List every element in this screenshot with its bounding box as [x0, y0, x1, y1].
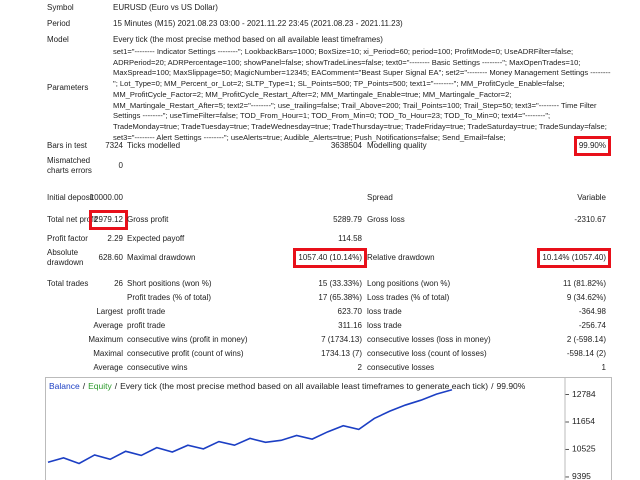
stat-label: Total trades	[47, 279, 89, 288]
stat-label: Spread	[367, 193, 393, 202]
field-label: Symbol	[47, 3, 74, 12]
stat-label: Expected payoff	[127, 234, 185, 243]
stat-label: Gross loss	[367, 215, 405, 224]
balance-chart: Balance / Equity / Every tick (the most prec…	[45, 377, 612, 480]
stat-value: 2.29	[107, 234, 123, 243]
stat-value: 1734.13 (7)	[321, 349, 362, 358]
separator: /	[83, 381, 86, 391]
stat-label: loss trade	[367, 307, 402, 316]
stat-value: 628.60	[98, 253, 123, 262]
stat-label: Short positions (won %)	[127, 279, 212, 288]
stat-value: 10000.00	[89, 193, 123, 202]
stat-label: Absolute drawdown	[47, 248, 84, 267]
stat-label: Average	[93, 363, 123, 372]
field-label: Model	[47, 35, 69, 44]
stat-label: consecutive loss (count of losses)	[367, 349, 487, 358]
highlight-box: 10.14% (1057.40)	[537, 248, 611, 268]
stat-value: 11 (81.82%)	[563, 279, 606, 288]
stat-label: consecutive losses (loss in money)	[367, 335, 491, 344]
stat-label: Maximal drawdown	[127, 253, 196, 262]
stat-value: 2 (-598.14)	[566, 335, 606, 344]
highlight-box: 99.90%	[573, 136, 612, 156]
stat-value: 114.58	[338, 234, 362, 243]
balance-line	[47, 388, 453, 465]
stat-label: profit trade	[127, 307, 166, 316]
stat-value: 26	[114, 279, 123, 288]
stat-label: Profit trades (% of total)	[127, 293, 212, 302]
stat-value: 17 (65.38%)	[318, 293, 362, 302]
stat-value: 15 (33.33%)	[318, 279, 362, 288]
stat-value: -2310.67	[574, 215, 606, 224]
stat-value: 7324	[105, 141, 123, 150]
stat-label: consecutive wins (profit in money)	[127, 335, 248, 344]
legend-entry: Equity	[88, 381, 112, 391]
stat-label: Long positions (won %)	[367, 279, 451, 288]
field-label: Parameters	[47, 83, 89, 92]
stat-value: 2	[357, 363, 362, 372]
stat-value: 10.14% (1057.40)	[506, 248, 611, 268]
field-value: 15 Minutes (M15) 2021.08.23 03:00 - 2021…	[113, 19, 403, 28]
stat-value: 0	[118, 161, 123, 170]
stat-value: 99.90%	[506, 136, 612, 156]
stat-label: Average	[93, 321, 123, 330]
stat-value: 311.16	[338, 321, 362, 330]
stat-value: 7 (1734.13)	[321, 335, 362, 344]
stat-label: Maximum	[88, 335, 123, 344]
legend-entry: Balance	[49, 381, 80, 391]
stat-label: Bars in test	[47, 141, 88, 150]
stat-label: consecutive profit (count of wins)	[127, 349, 244, 358]
parameters-text: set1="-------- Indicator Settings ------…	[113, 47, 611, 142]
stat-value: 623.70	[337, 307, 362, 316]
field-value: Every tick (the most precise method base…	[113, 35, 383, 44]
stat-label: loss trade	[367, 321, 402, 330]
caption-quality: 99.90%	[497, 381, 526, 391]
stat-label: consecutive wins	[127, 363, 188, 372]
stat-label: Total net profit	[47, 215, 98, 224]
stat-label: profit trade	[127, 321, 166, 330]
stat-label: Modelling quality	[367, 141, 427, 150]
stat-value: 1	[601, 363, 606, 372]
field-value: EURUSD (Euro vs US Dollar)	[113, 3, 218, 12]
stat-value: 9 (34.62%)	[566, 293, 606, 302]
caption-text: Every tick (the most precise method base…	[120, 381, 488, 391]
y-tick-label: 11654	[572, 416, 595, 426]
stat-value: Variable	[577, 193, 606, 202]
stat-label: Maximal	[93, 349, 123, 358]
field-label: Period	[47, 19, 71, 28]
chart-frame	[45, 377, 612, 480]
stat-value: 2979.12	[64, 210, 128, 230]
stat-label: Largest	[96, 307, 123, 316]
y-tick-label: 12784	[572, 389, 596, 399]
y-tick-label: 9395	[572, 471, 591, 480]
stat-label: Profit factor	[47, 234, 88, 243]
stat-value: 1057.40 (10.14%)	[262, 248, 367, 268]
highlight-box: 2979.12	[89, 210, 128, 230]
stat-value: -256.74	[578, 321, 606, 330]
stat-label: Loss trades (% of total)	[367, 293, 450, 302]
stat-value: -598.14 (2)	[566, 349, 606, 358]
stat-value: 5289.79	[333, 215, 362, 224]
stat-label: Gross profit	[127, 215, 169, 224]
stat-value: 3638504	[330, 141, 362, 150]
stat-label: Ticks modelled	[127, 141, 181, 150]
chart-caption: Balance / Equity / Every tick (the most prec…	[49, 381, 526, 391]
separator: /	[491, 381, 494, 391]
stat-label: Mismatched charts errors	[47, 156, 92, 175]
stat-label: Relative drawdown	[367, 253, 435, 262]
stat-value: -364.98	[578, 307, 606, 316]
highlight-box: 1057.40 (10.14%)	[293, 248, 367, 268]
separator: /	[115, 381, 118, 391]
stat-label: consecutive losses	[367, 363, 435, 372]
stat-label: Initial deposit	[47, 193, 94, 202]
y-tick-label: 10525	[572, 444, 596, 454]
